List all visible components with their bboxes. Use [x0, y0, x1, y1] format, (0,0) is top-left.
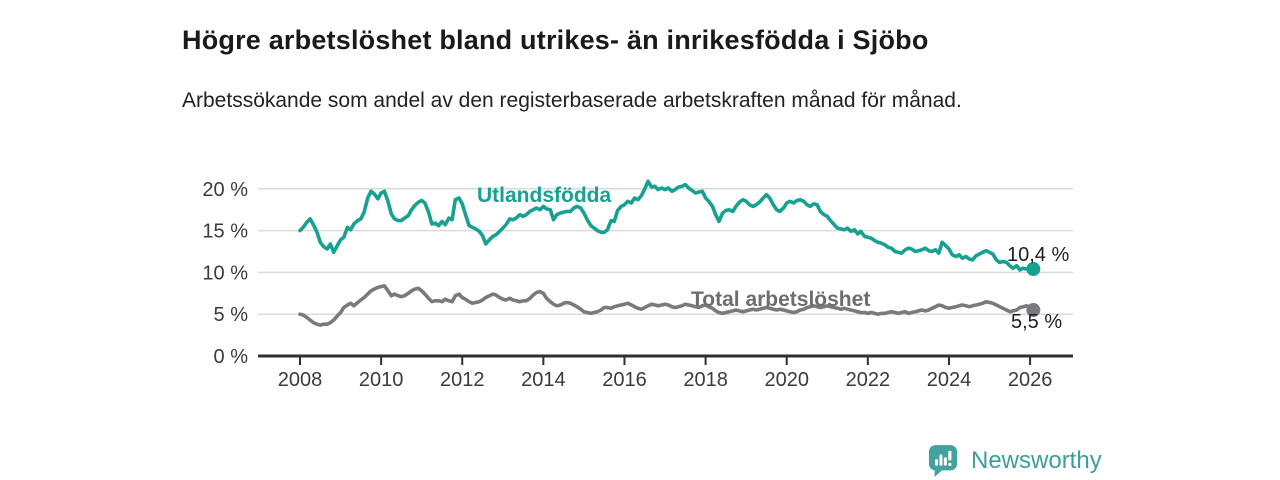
- chart-title: Högre arbetslöshet bland utrikes- än inr…: [182, 25, 929, 56]
- x-tick-label: 2020: [764, 369, 809, 391]
- series-end-dot-utlandsfodda: [1026, 262, 1041, 277]
- newsworthy-logo: Newsworthy: [928, 444, 1102, 478]
- x-tick-label: 2026: [1008, 369, 1053, 391]
- y-tick-label: 20 %: [202, 179, 248, 201]
- x-tick-label: 2008: [278, 369, 323, 391]
- end-value-label-utlandsfodda: 10,4 %: [1007, 244, 1070, 266]
- chart-subtitle: Arbetssökande som andel av den registerb…: [182, 89, 962, 112]
- bar-chart-speech-bubble-icon: [928, 444, 958, 478]
- x-tick-label: 2016: [602, 369, 647, 391]
- x-tick-label: 2012: [440, 369, 485, 391]
- y-tick-label: 0 %: [214, 346, 249, 368]
- series-end-dot-total-arbetsloshet: [1026, 303, 1041, 318]
- series-label-utlandsfodda: Utlandsfödda: [477, 184, 612, 207]
- y-tick-label: 5 %: [214, 304, 249, 326]
- x-tick-label: 2014: [521, 369, 566, 391]
- series-line-utlandsfodda: [298, 179, 1036, 272]
- series-line-total-arbetsloshet: [298, 283, 1036, 327]
- x-tick-label: 2024: [927, 369, 972, 391]
- end-value-label-total-arbetsloshet: 5,5 %: [1011, 311, 1063, 333]
- newsworthy-wordmark: Newsworthy: [971, 447, 1102, 474]
- x-tick-label: 2018: [683, 369, 728, 391]
- y-tick-label: 10 %: [202, 262, 248, 284]
- series-label-total-arbetsloshet: Total arbetslöshet: [691, 288, 871, 311]
- y-tick-label: 15 %: [202, 221, 248, 243]
- x-tick-label: 2010: [359, 369, 404, 391]
- x-tick-label: 2022: [846, 369, 891, 391]
